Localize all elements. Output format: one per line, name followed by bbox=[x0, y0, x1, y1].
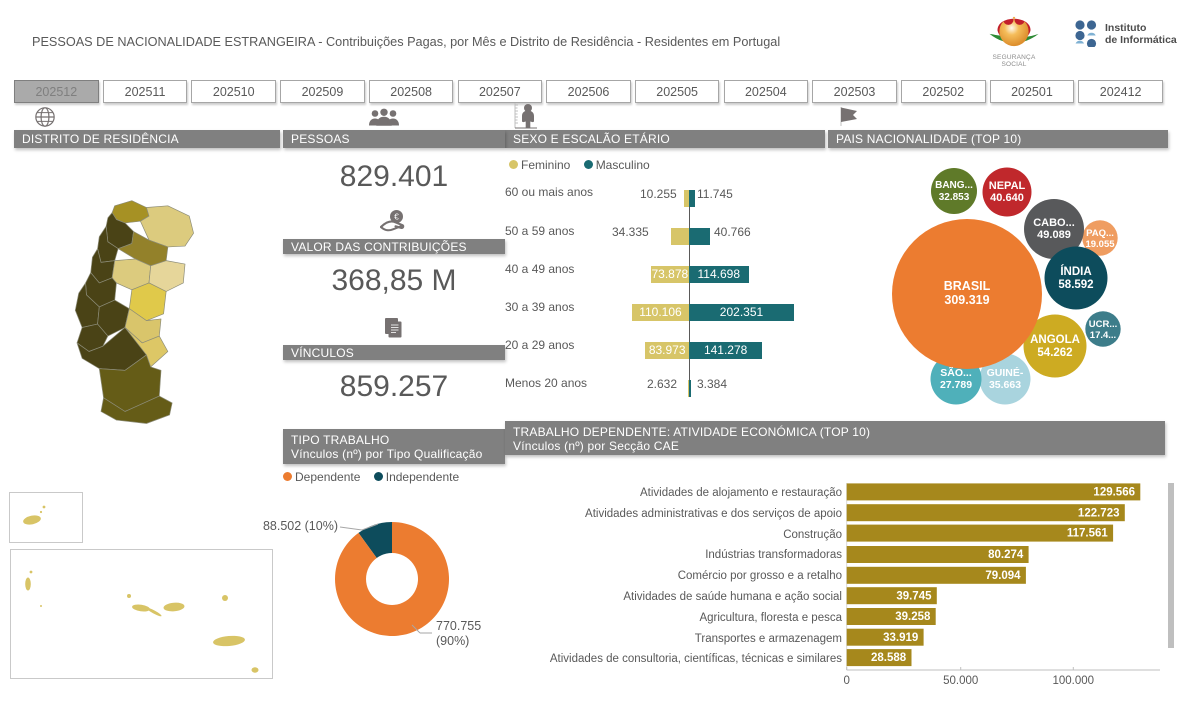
svg-text:50.000: 50.000 bbox=[943, 675, 978, 687]
svg-text:79.094: 79.094 bbox=[985, 570, 1021, 582]
svg-text:33.919: 33.919 bbox=[883, 632, 918, 644]
svg-text:100.000: 100.000 bbox=[1053, 675, 1095, 687]
svg-text:28.588: 28.588 bbox=[871, 652, 907, 664]
svg-text:80.274: 80.274 bbox=[988, 549, 1024, 561]
svg-text:122.723: 122.723 bbox=[1078, 507, 1120, 519]
svg-text:117.561: 117.561 bbox=[1067, 528, 1109, 540]
svg-text:0: 0 bbox=[843, 675, 849, 687]
svg-text:129.566: 129.566 bbox=[1093, 487, 1135, 499]
svg-text:39.745: 39.745 bbox=[896, 590, 932, 602]
svg-text:39.258: 39.258 bbox=[895, 611, 931, 623]
